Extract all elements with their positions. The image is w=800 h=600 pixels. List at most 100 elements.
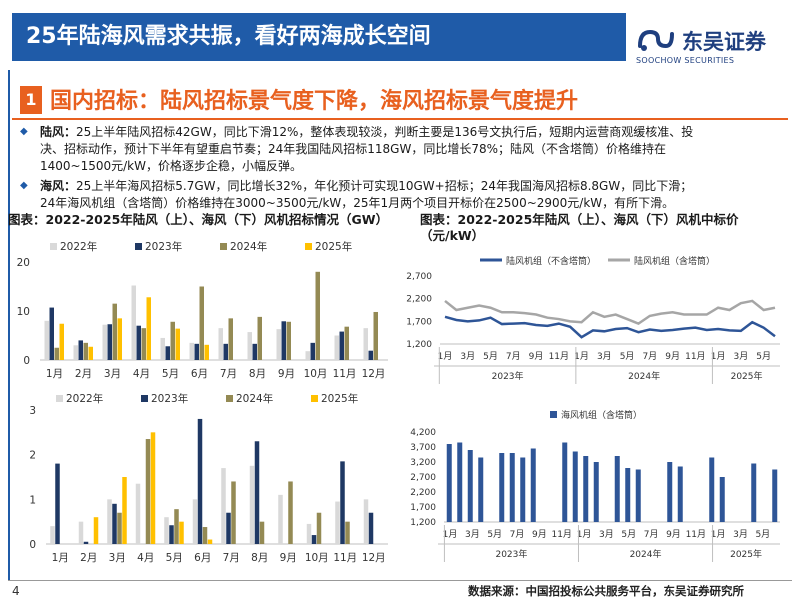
bar	[83, 541, 89, 544]
bullet-lead: 海风：	[40, 179, 77, 193]
x-tick-label: 9月	[529, 351, 544, 362]
bar	[93, 517, 99, 544]
bar	[247, 332, 252, 360]
x-tick-label: 11月	[686, 529, 706, 540]
bar	[344, 326, 349, 360]
bar	[345, 521, 350, 544]
bar	[221, 468, 226, 544]
legend-swatch	[141, 395, 148, 402]
x-tick-label: 3月	[465, 529, 480, 540]
legend-swatch	[220, 243, 227, 250]
bar	[772, 469, 778, 522]
bar	[145, 439, 151, 544]
year-label: 2025年	[730, 548, 762, 560]
x-tick-label: 5月	[166, 552, 183, 564]
logo-subtitle: SOOCHOW SECURITIES	[636, 56, 735, 65]
year-label: 2024年	[628, 370, 660, 382]
y-tick-label: 4,200	[410, 428, 436, 438]
bar	[281, 321, 286, 360]
x-tick-label: 7月	[644, 529, 659, 540]
y-tick-label: 1,700	[406, 317, 432, 327]
bar	[259, 521, 265, 544]
y-tick-label: 2	[29, 450, 36, 462]
bar	[83, 342, 88, 360]
bar	[50, 526, 55, 544]
legend-label: 2024年	[236, 392, 273, 405]
bar	[339, 331, 344, 360]
x-tick-label: 6月	[191, 368, 208, 380]
x-tick-label: 1月	[711, 351, 726, 362]
x-tick-label: 11月	[685, 351, 705, 362]
y-tick-label: 3	[29, 405, 36, 417]
bar	[78, 340, 83, 360]
bar	[204, 344, 209, 360]
bar	[572, 451, 578, 522]
x-tick-label: 11月	[333, 368, 357, 380]
bar	[117, 318, 122, 360]
bar	[164, 517, 169, 544]
y-tick-label: 1,200	[406, 340, 432, 350]
x-tick-label: 1月	[711, 529, 726, 540]
bar	[635, 469, 641, 522]
bar	[112, 303, 117, 360]
right-chart-title: 图表：2022-2025年陆风（上）、海风（下）风机中标价（元/kW）	[420, 212, 739, 243]
bullet-line: 决、招标动作，预计下半年有望重启节奏；24年我国陆风招标118GW，同比增长78…	[40, 142, 667, 156]
y-tick-label: 1,700	[410, 503, 436, 513]
x-tick-label: 1月	[574, 351, 589, 362]
y-tick-label: 2,700	[406, 272, 432, 282]
bar	[169, 525, 174, 544]
bar	[146, 297, 151, 360]
y-tick-label: 3,700	[410, 443, 436, 453]
bar	[751, 463, 757, 522]
x-tick-label: 7月	[223, 552, 240, 564]
x-tick-label: 9月	[280, 552, 297, 564]
bar	[583, 456, 589, 522]
bar	[316, 512, 322, 544]
bar	[117, 512, 122, 544]
y-tick-label: 20	[17, 257, 30, 269]
x-tick-label: 1月	[438, 351, 453, 362]
bar	[520, 457, 526, 522]
x-tick-label: 9月	[532, 529, 547, 540]
x-tick-label: 11月	[551, 529, 571, 540]
bar	[562, 442, 568, 522]
bar	[625, 468, 631, 522]
bar	[306, 523, 312, 544]
bar	[257, 316, 262, 360]
diamond-bullet-icon: ◆	[20, 126, 28, 137]
x-tick-label: 3月	[104, 368, 121, 380]
bar	[55, 463, 60, 544]
y-tick-label: 2,700	[410, 473, 436, 483]
soochow-logo-icon	[638, 29, 674, 51]
bar	[223, 343, 228, 360]
legend-label: 2022年	[60, 240, 97, 253]
x-tick-label: 3月	[109, 552, 126, 564]
bar	[73, 345, 78, 360]
x-tick-label: 3月	[733, 351, 748, 362]
year-label: 2023年	[492, 370, 524, 382]
left-accent-rule	[8, 70, 10, 580]
bar	[276, 329, 281, 360]
bar	[141, 328, 146, 360]
x-tick-label: 5月	[483, 351, 498, 362]
footer-rule	[8, 580, 792, 581]
legend-swatch	[226, 395, 233, 402]
x-tick-label: 9月	[666, 529, 681, 540]
bar	[709, 457, 715, 522]
bar	[446, 444, 452, 522]
bar	[340, 461, 345, 544]
x-tick-label: 12月	[362, 552, 386, 564]
bar	[160, 337, 165, 360]
x-tick-label: 5月	[620, 351, 635, 362]
source-note: 数据来源：中国招投标公共服务平台，东吴证券研究所	[468, 584, 744, 598]
legend-label: 2025年	[315, 240, 352, 253]
bullet-line: 25上半年陆风招标42GW，同比下滑12%，整体表现较淡，判断主要是136号文执…	[76, 125, 694, 139]
legend-swatch	[50, 243, 57, 250]
x-tick-label: 9月	[278, 368, 295, 380]
x-tick-label: 7月	[642, 351, 657, 362]
x-tick-label: 9月	[665, 351, 680, 362]
bar	[231, 481, 236, 544]
diamond-bullet-icon: ◆	[20, 180, 28, 191]
bar	[286, 321, 291, 360]
bar	[107, 499, 112, 544]
